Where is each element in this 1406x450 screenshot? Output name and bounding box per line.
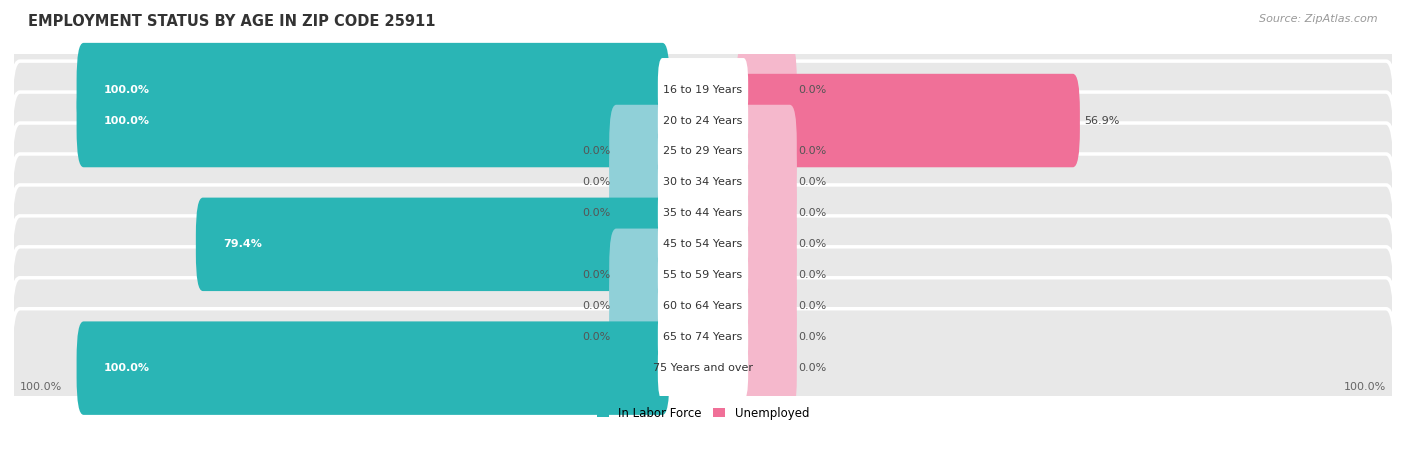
- FancyBboxPatch shape: [737, 166, 797, 260]
- FancyBboxPatch shape: [658, 151, 748, 214]
- FancyBboxPatch shape: [11, 123, 1395, 242]
- Text: 20 to 24 Years: 20 to 24 Years: [664, 116, 742, 126]
- Text: 0.0%: 0.0%: [799, 147, 827, 157]
- Text: 30 to 34 Years: 30 to 34 Years: [664, 177, 742, 188]
- Text: 100.0%: 100.0%: [20, 382, 62, 392]
- FancyBboxPatch shape: [195, 198, 669, 291]
- FancyBboxPatch shape: [737, 290, 797, 384]
- FancyBboxPatch shape: [658, 337, 748, 400]
- Text: 25 to 29 Years: 25 to 29 Years: [664, 147, 742, 157]
- FancyBboxPatch shape: [11, 92, 1395, 211]
- FancyBboxPatch shape: [658, 120, 748, 183]
- FancyBboxPatch shape: [76, 74, 669, 167]
- FancyBboxPatch shape: [737, 43, 797, 136]
- FancyBboxPatch shape: [658, 213, 748, 276]
- Text: 0.0%: 0.0%: [799, 301, 827, 311]
- FancyBboxPatch shape: [11, 247, 1395, 366]
- Text: 45 to 54 Years: 45 to 54 Years: [664, 239, 742, 249]
- FancyBboxPatch shape: [737, 74, 1080, 167]
- Text: 0.0%: 0.0%: [582, 177, 610, 188]
- Text: 0.0%: 0.0%: [799, 208, 827, 218]
- FancyBboxPatch shape: [658, 274, 748, 338]
- FancyBboxPatch shape: [609, 260, 669, 353]
- FancyBboxPatch shape: [609, 166, 669, 260]
- Text: 35 to 44 Years: 35 to 44 Years: [664, 208, 742, 218]
- Text: 0.0%: 0.0%: [582, 332, 610, 342]
- FancyBboxPatch shape: [11, 185, 1395, 304]
- FancyBboxPatch shape: [76, 43, 669, 136]
- FancyBboxPatch shape: [11, 309, 1395, 428]
- Text: 100.0%: 100.0%: [1344, 382, 1386, 392]
- FancyBboxPatch shape: [658, 244, 748, 307]
- FancyBboxPatch shape: [737, 229, 797, 322]
- Text: 79.4%: 79.4%: [224, 239, 262, 249]
- FancyBboxPatch shape: [609, 290, 669, 384]
- Text: Source: ZipAtlas.com: Source: ZipAtlas.com: [1260, 14, 1378, 23]
- Text: 0.0%: 0.0%: [799, 332, 827, 342]
- FancyBboxPatch shape: [11, 278, 1395, 396]
- FancyBboxPatch shape: [737, 136, 797, 229]
- Text: 0.0%: 0.0%: [799, 85, 827, 94]
- FancyBboxPatch shape: [737, 198, 797, 291]
- FancyBboxPatch shape: [609, 229, 669, 322]
- Text: 100.0%: 100.0%: [104, 116, 150, 126]
- Text: 56.9%: 56.9%: [1084, 116, 1121, 126]
- FancyBboxPatch shape: [609, 105, 669, 198]
- Text: 100.0%: 100.0%: [104, 85, 150, 94]
- Text: 60 to 64 Years: 60 to 64 Years: [664, 301, 742, 311]
- Text: 0.0%: 0.0%: [799, 177, 827, 188]
- FancyBboxPatch shape: [737, 321, 797, 415]
- FancyBboxPatch shape: [609, 136, 669, 229]
- FancyBboxPatch shape: [658, 182, 748, 245]
- FancyBboxPatch shape: [11, 30, 1395, 149]
- Legend: In Labor Force, Unemployed: In Labor Force, Unemployed: [592, 402, 814, 424]
- Text: 0.0%: 0.0%: [582, 208, 610, 218]
- FancyBboxPatch shape: [658, 89, 748, 152]
- Text: 0.0%: 0.0%: [582, 270, 610, 280]
- Text: 0.0%: 0.0%: [799, 239, 827, 249]
- Text: 0.0%: 0.0%: [582, 301, 610, 311]
- Text: 16 to 19 Years: 16 to 19 Years: [664, 85, 742, 94]
- Text: 0.0%: 0.0%: [799, 363, 827, 373]
- Text: 75 Years and over: 75 Years and over: [652, 363, 754, 373]
- Text: 100.0%: 100.0%: [104, 363, 150, 373]
- FancyBboxPatch shape: [658, 58, 748, 121]
- FancyBboxPatch shape: [11, 154, 1395, 273]
- Text: 65 to 74 Years: 65 to 74 Years: [664, 332, 742, 342]
- Text: EMPLOYMENT STATUS BY AGE IN ZIP CODE 25911: EMPLOYMENT STATUS BY AGE IN ZIP CODE 259…: [28, 14, 436, 28]
- FancyBboxPatch shape: [11, 61, 1395, 180]
- FancyBboxPatch shape: [737, 105, 797, 198]
- FancyBboxPatch shape: [11, 216, 1395, 335]
- Text: 55 to 59 Years: 55 to 59 Years: [664, 270, 742, 280]
- Text: 0.0%: 0.0%: [799, 270, 827, 280]
- Text: 0.0%: 0.0%: [582, 147, 610, 157]
- FancyBboxPatch shape: [737, 260, 797, 353]
- FancyBboxPatch shape: [76, 321, 669, 415]
- FancyBboxPatch shape: [658, 306, 748, 369]
